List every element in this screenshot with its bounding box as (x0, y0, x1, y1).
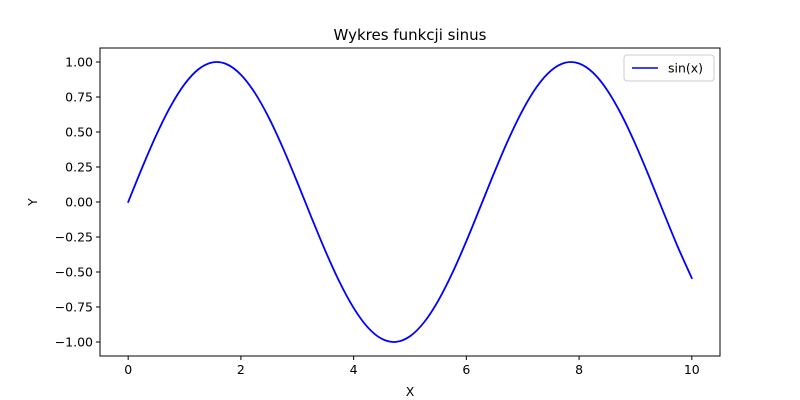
plot-area (127, 61, 693, 343)
y-axis-title: Y (25, 198, 40, 207)
y-tick-label: 0.75 (65, 90, 93, 105)
x-tick-label: 8 (575, 362, 583, 377)
axes-frame (99, 47, 721, 357)
legend: sin(x) (623, 54, 715, 82)
y-tick-label: −0.25 (55, 230, 93, 245)
y-tick-label: 1.00 (65, 55, 93, 70)
x-tick-label: 2 (237, 362, 245, 377)
y-tick-label: −1.00 (55, 335, 93, 350)
series-line-sin (127, 61, 693, 343)
axes: 0 2 4 6 8 10 −1.00 −0.75 −0.50 −0.25 0.00 0.25 0.50 0… (55, 47, 721, 377)
y-tick-label: −0.50 (55, 265, 93, 280)
x-tick-label: 10 (684, 362, 700, 377)
chart-title: Wykres funkcji sinus (334, 26, 487, 44)
x-tick-label: 4 (350, 362, 358, 377)
x-axis-title: X (406, 384, 415, 399)
x-tick-label: 0 (124, 362, 132, 377)
y-tick-label: 0.50 (65, 125, 93, 140)
y-tick-label: −0.75 (55, 300, 93, 315)
x-tick-label: 6 (462, 362, 470, 377)
y-tick-label: 0.00 (65, 195, 93, 210)
legend-label-sin: sin(x) (668, 61, 703, 76)
legend-box (623, 54, 715, 82)
y-tick-label: 0.25 (65, 160, 93, 175)
